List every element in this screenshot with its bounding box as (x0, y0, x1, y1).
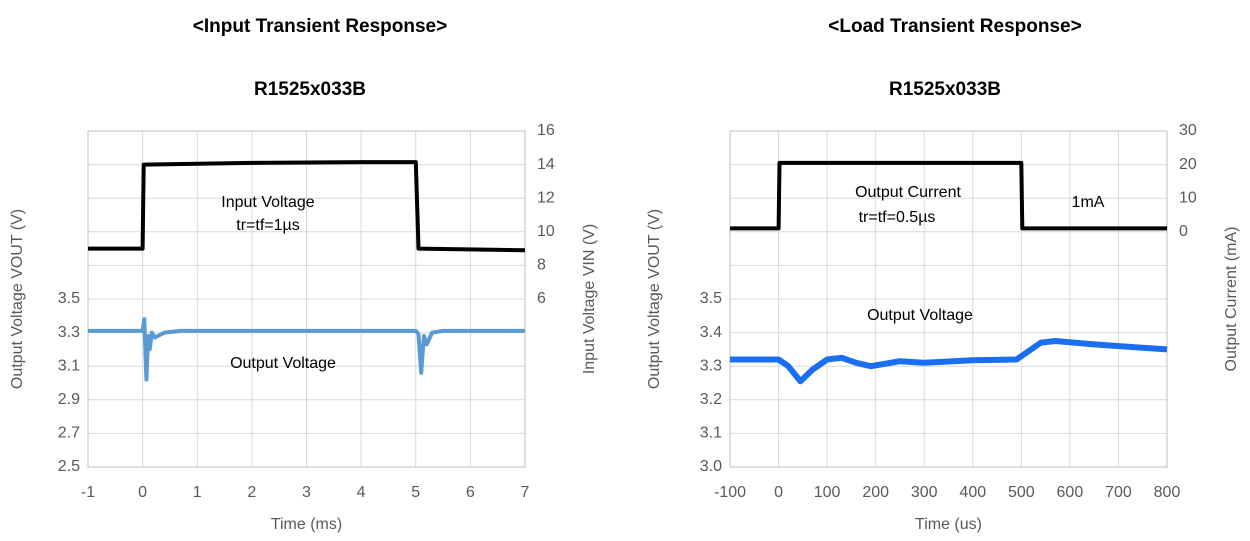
x-axis-label: Time (ms) (271, 516, 342, 533)
y-tick-label: 3.2 (700, 391, 722, 408)
x-tick-label: 800 (1154, 484, 1181, 501)
x-tick-label: 6 (466, 484, 475, 501)
chart-subtitle: R1525x033B (889, 79, 1001, 100)
annotation: Output Voltage (230, 355, 336, 372)
y-tick-label: 3.3 (700, 357, 722, 374)
x-tick-label: -1 (81, 484, 95, 501)
line (88, 160, 526, 253)
chart-title: <Load Transient Response> (828, 16, 1081, 37)
x-tick-label: 400 (959, 484, 986, 501)
annotation: tr=tf=1µs (236, 217, 299, 234)
y2-tick-label: 10 (1179, 189, 1197, 206)
line (730, 160, 1167, 231)
x-tick-label: 2 (247, 484, 256, 501)
y-tick-label: 2.7 (58, 425, 80, 442)
plot-border (729, 130, 1168, 468)
x-tick-label: 3 (302, 484, 311, 501)
x-tick-label: 700 (1105, 484, 1132, 501)
x-tick-label: -100 (714, 484, 746, 501)
annotation: tr=tf=0.5µs (859, 209, 936, 226)
y2-axis-label: Input Voltage VIN (V) (581, 224, 598, 374)
x-tick-label: 200 (862, 484, 889, 501)
x-tick-label: 100 (814, 484, 841, 501)
y2-tick-label: 20 (1179, 156, 1197, 173)
y2-tick-label: 12 (537, 189, 555, 206)
y2-tick-label: 6 (537, 290, 546, 307)
x-tick-label: 1 (193, 484, 202, 501)
x-tick-label: 5 (411, 484, 420, 501)
y-tick-label: 3.4 (700, 324, 722, 341)
x-tick-label: 4 (357, 484, 366, 501)
x-tick-label: 600 (1057, 484, 1084, 501)
y-tick-label: 3.5 (700, 290, 722, 307)
x-tick-label: 300 (911, 484, 938, 501)
y2-tick-label: 30 (1179, 122, 1197, 139)
annotation: Output Current (855, 184, 961, 201)
annotation: 1mA (1072, 194, 1105, 211)
line (730, 338, 1168, 385)
x-tick-label: 0 (138, 484, 147, 501)
plot-border (87, 130, 526, 468)
y2-tick-label: 8 (537, 257, 546, 274)
y-tick-label: 2.9 (58, 391, 80, 408)
y2-axis-label: Output Current (mA) (1223, 227, 1240, 372)
x-tick-label: 7 (521, 484, 530, 501)
line (88, 317, 525, 382)
y-axis-label: Output Voltage VOUT (V) (646, 209, 663, 389)
x-axis-label: Time (us) (915, 516, 982, 533)
y2-tick-label: 16 (537, 122, 555, 139)
y-tick-label: 3.5 (58, 290, 80, 307)
x-tick-label: 500 (1008, 484, 1035, 501)
y2-tick-label: 14 (537, 156, 555, 173)
chart-subtitle: R1525x033B (254, 79, 366, 100)
y2-tick-label: 0 (1179, 223, 1188, 240)
annotation: Output Voltage (867, 307, 973, 324)
y-tick-label: 3.1 (58, 357, 80, 374)
y-tick-label: 2.5 (58, 458, 80, 475)
chart-title: <Input Transient Response> (193, 16, 447, 37)
y-tick-label: 3.1 (700, 425, 722, 442)
annotation: Input Voltage (221, 194, 315, 211)
y-tick-label: 3.0 (700, 458, 722, 475)
y-tick-label: 3.3 (58, 324, 80, 341)
y2-tick-label: 10 (537, 223, 555, 240)
y-axis-label: Output Voltage VOUT (V) (9, 209, 26, 389)
x-tick-label: 0 (774, 484, 783, 501)
